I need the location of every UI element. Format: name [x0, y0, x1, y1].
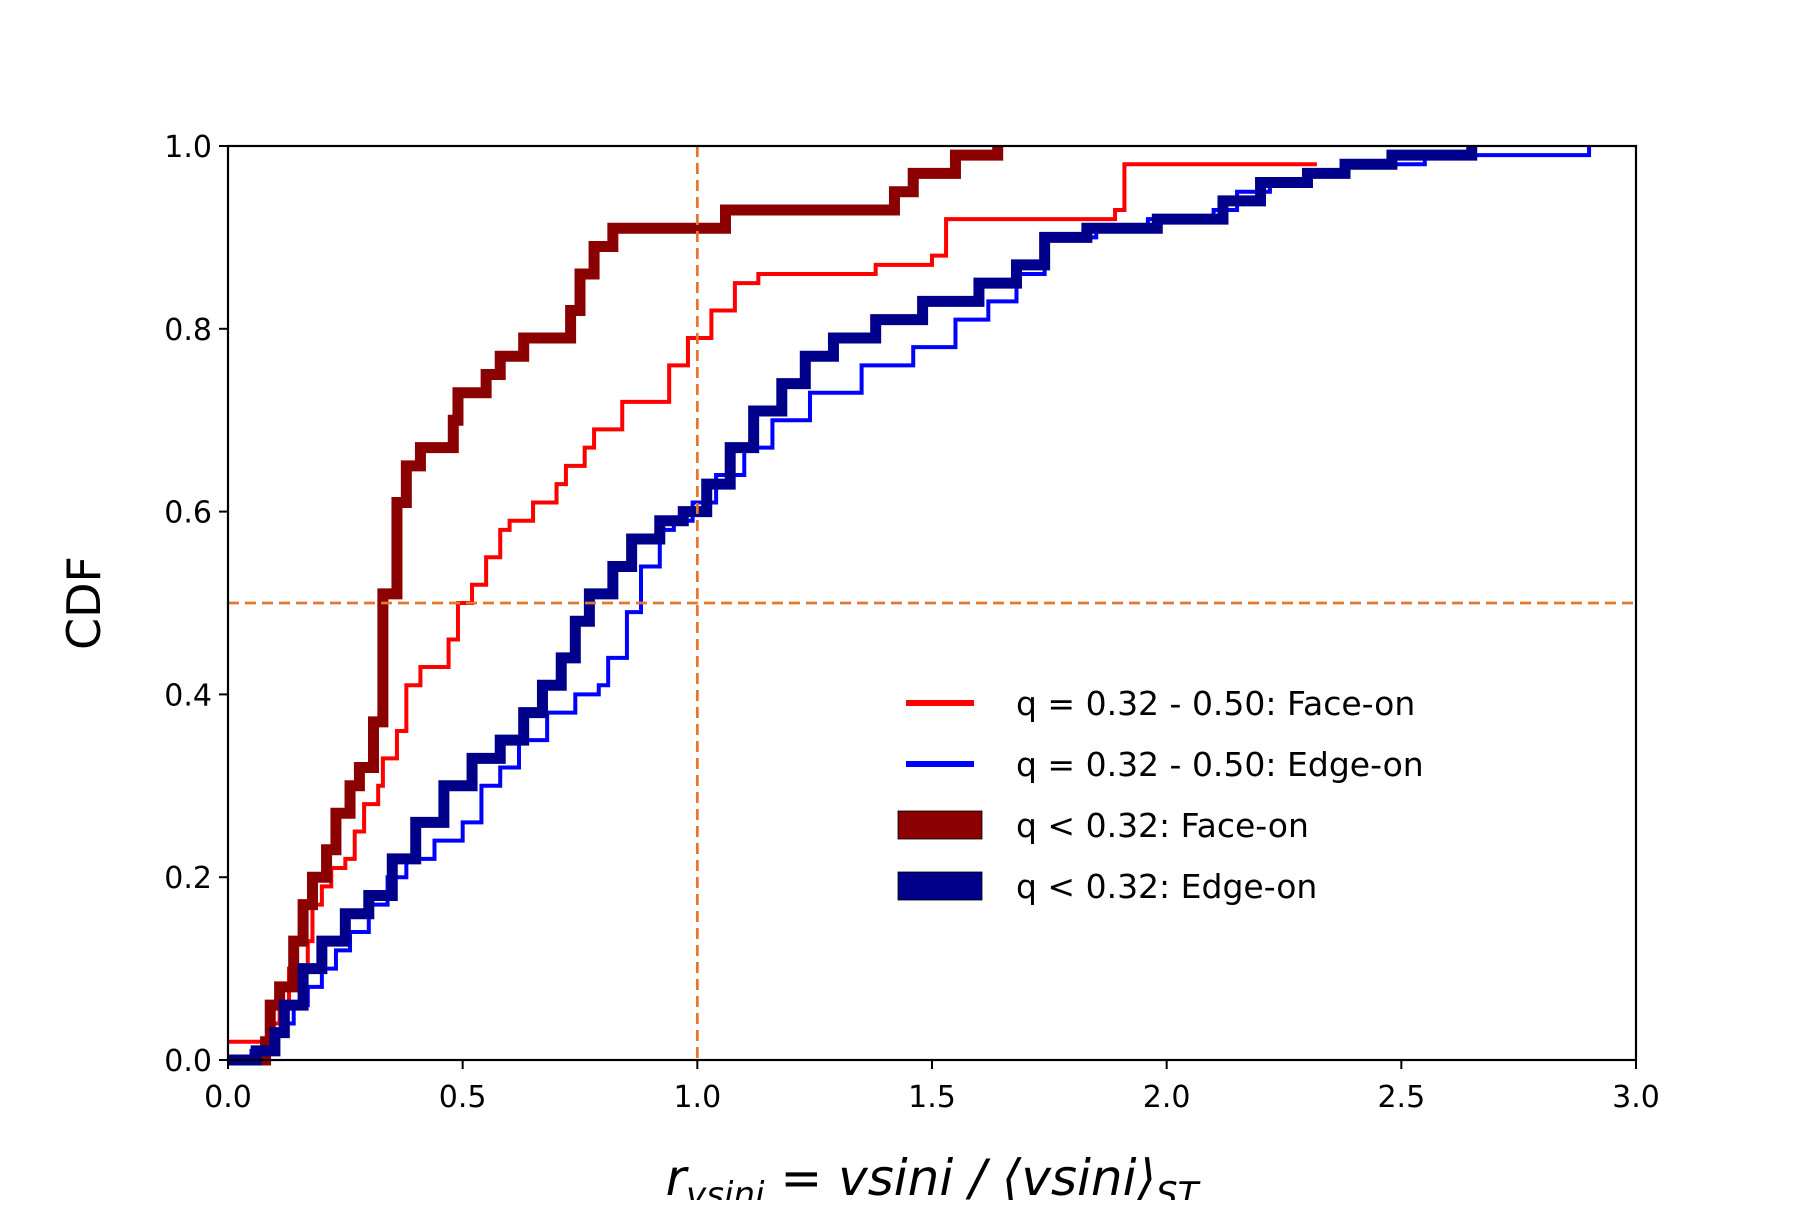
- x-axis-label-lead: r: [666, 1149, 690, 1200]
- series-line-q-0-32-0-50-face-on: [228, 162, 1317, 1044]
- x-tick-label: 2.0: [1143, 1080, 1191, 1115]
- x-axis-label-lead-subscript: vsini: [686, 1175, 765, 1200]
- x-tick-label: 1.5: [908, 1080, 956, 1115]
- y-axis-ticks: 0.0 0.2 0.4 0.6 0.8 1.0: [164, 130, 228, 1079]
- x-axis-label-tail-subscript: ST: [1156, 1175, 1201, 1200]
- y-tick-label: 0.4: [164, 678, 212, 713]
- y-tick-label: 0.2: [164, 861, 212, 896]
- legend-label-q-0-32-0-50-face-on: q = 0.32 - 0.50: Face-on: [1016, 684, 1415, 723]
- y-tick-label: 0.6: [164, 496, 212, 531]
- curves-layer: [228, 146, 1592, 1066]
- y-axis-label: CDF: [57, 556, 111, 650]
- x-tick-label: 1.0: [673, 1080, 721, 1115]
- legend-label-q-0-32-0-50-edge-on: q = 0.32 - 0.50: Edge-on: [1016, 745, 1424, 784]
- x-axis-label-equation: = vsini / ⟨vsini⟩: [764, 1149, 1156, 1200]
- series-line-q-0-32-face-on: [228, 146, 1004, 1066]
- series-line-q-0-32-edge-on: [228, 146, 1478, 1066]
- x-tick-label: 2.5: [1377, 1080, 1425, 1115]
- x-tick-label: 3.0: [1612, 1080, 1660, 1115]
- x-axis-ticks: 0.0 0.5 1.0 1.5 2.0 2.5 3.0: [204, 1060, 1660, 1115]
- x-tick-label: 0.0: [204, 1080, 252, 1115]
- reference-lines-layer: [228, 146, 1636, 1060]
- legend-swatch-q-0-32-edge-on: [897, 871, 983, 901]
- y-tick-label: 0.0: [164, 1044, 212, 1079]
- legend: q = 0.32 - 0.50: Face-on q = 0.32 - 0.50:…: [897, 684, 1424, 906]
- y-tick-label: 0.8: [164, 313, 212, 348]
- y-tick-label: 1.0: [164, 130, 212, 165]
- legend-label-q-0-32-face-on: q < 0.32: Face-on: [1016, 806, 1309, 845]
- legend-label-q-0-32-edge-on: q < 0.32: Edge-on: [1016, 867, 1317, 906]
- x-tick-label: 0.5: [439, 1080, 487, 1115]
- legend-swatch-q-0-32-face-on: [897, 810, 983, 840]
